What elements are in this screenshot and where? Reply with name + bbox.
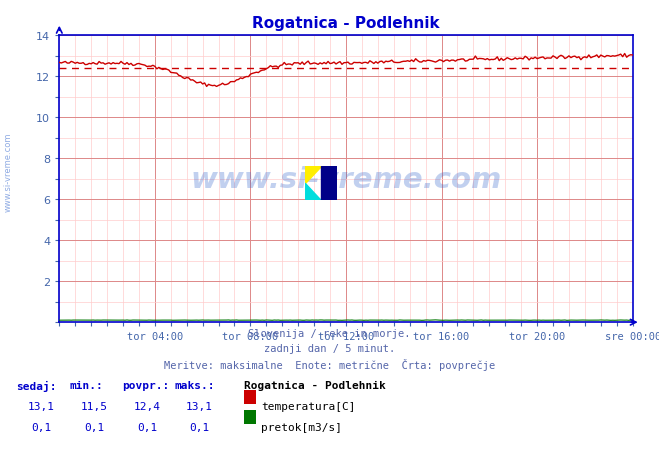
- Text: sedaj:: sedaj:: [16, 380, 57, 391]
- Polygon shape: [321, 167, 337, 201]
- Text: Meritve: maksimalne  Enote: metrične  Črta: povprečje: Meritve: maksimalne Enote: metrične Črta…: [164, 358, 495, 370]
- Text: 13,1: 13,1: [28, 401, 55, 411]
- Text: 0,1: 0,1: [32, 422, 51, 432]
- Text: Rogatnica - Podlehnik: Rogatnica - Podlehnik: [244, 380, 386, 390]
- Text: maks.:: maks.:: [175, 380, 215, 390]
- Text: 11,5: 11,5: [81, 401, 107, 411]
- Text: 0,1: 0,1: [190, 422, 210, 432]
- Polygon shape: [305, 167, 321, 184]
- Text: www.si-vreme.com: www.si-vreme.com: [190, 166, 501, 193]
- Text: 0,1: 0,1: [137, 422, 157, 432]
- Polygon shape: [305, 184, 321, 201]
- Text: 12,4: 12,4: [134, 401, 160, 411]
- Text: min.:: min.:: [69, 380, 103, 390]
- Title: Rogatnica - Podlehnik: Rogatnica - Podlehnik: [252, 16, 440, 31]
- Text: Slovenija / reke in morje.: Slovenija / reke in morje.: [248, 328, 411, 338]
- Text: zadnji dan / 5 minut.: zadnji dan / 5 minut.: [264, 343, 395, 353]
- Text: pretok[m3/s]: pretok[m3/s]: [261, 422, 342, 432]
- Text: 0,1: 0,1: [84, 422, 104, 432]
- Text: 13,1: 13,1: [186, 401, 213, 411]
- Text: povpr.:: povpr.:: [122, 380, 169, 390]
- Text: temperatura[C]: temperatura[C]: [261, 401, 355, 411]
- Text: www.si-vreme.com: www.si-vreme.com: [4, 132, 13, 211]
